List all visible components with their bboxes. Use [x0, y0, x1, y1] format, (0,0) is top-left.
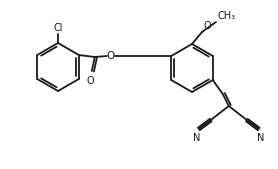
- Text: O: O: [87, 76, 95, 86]
- Text: CH₃: CH₃: [217, 11, 235, 21]
- Text: Cl: Cl: [53, 23, 63, 33]
- Text: O: O: [203, 21, 211, 31]
- Text: N: N: [193, 133, 200, 143]
- Text: N: N: [257, 133, 264, 143]
- Text: O: O: [107, 51, 115, 61]
